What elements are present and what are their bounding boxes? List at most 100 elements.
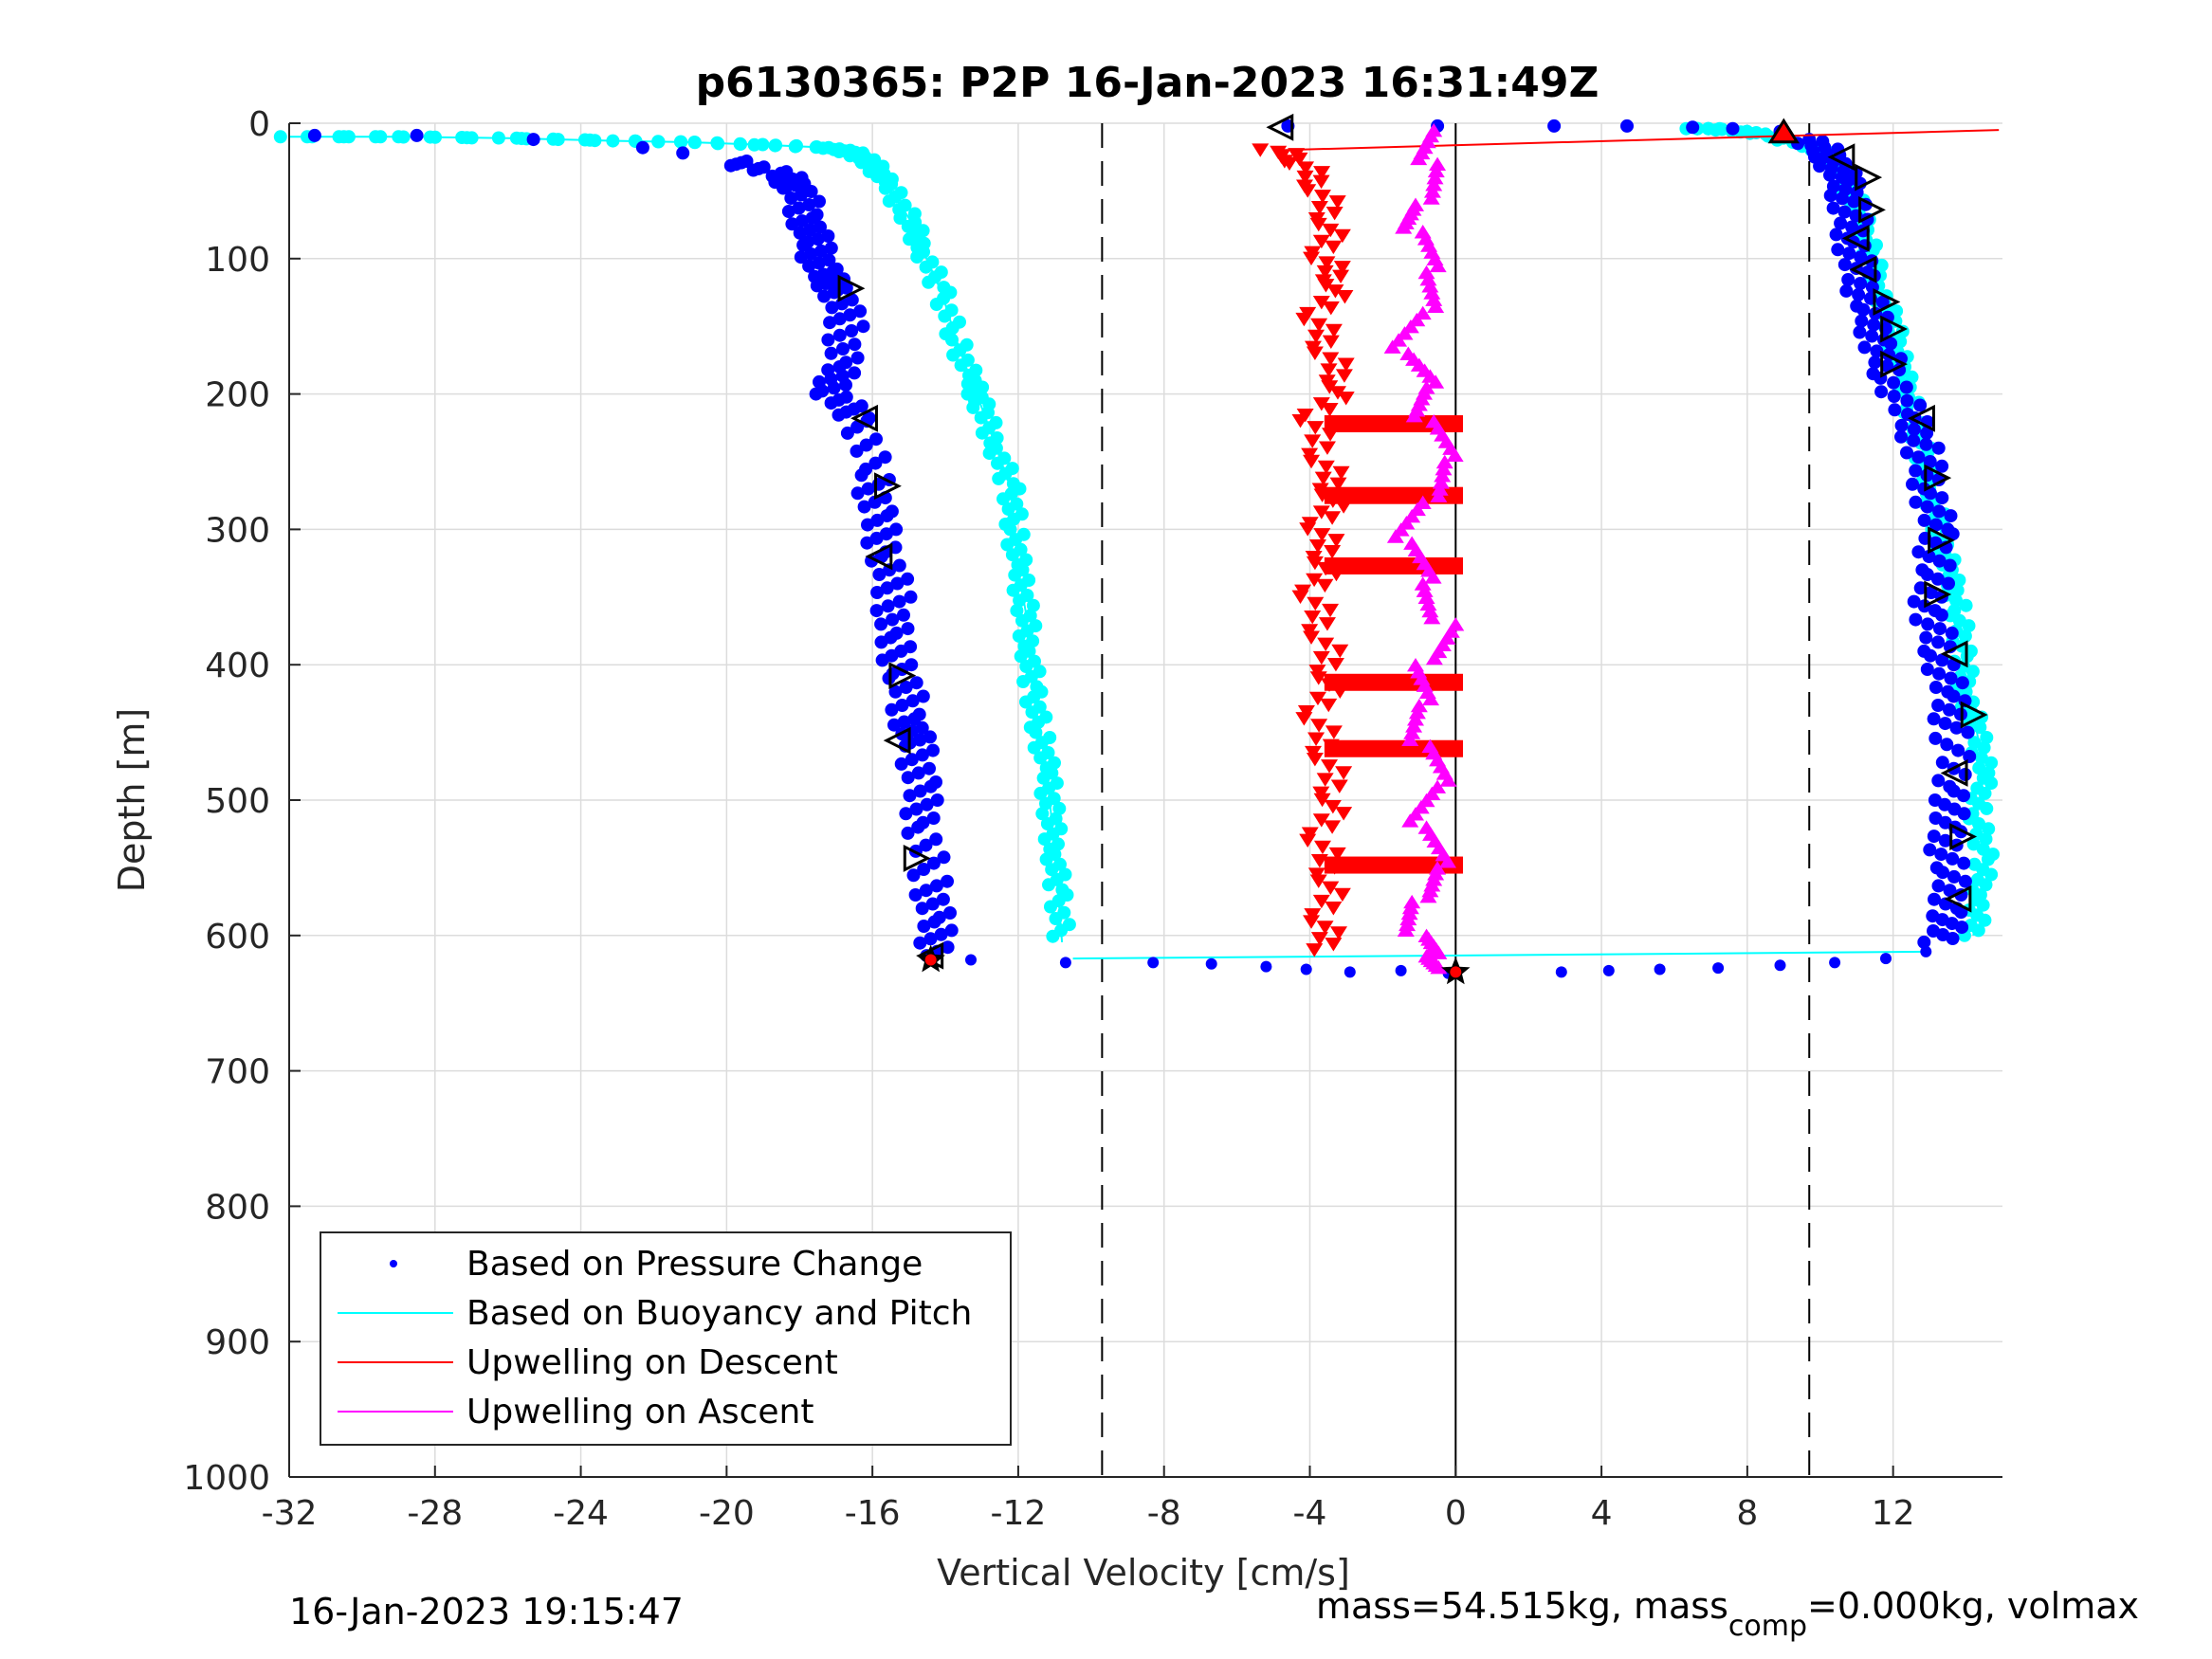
pressure-point [965,954,977,966]
buoyancy-point [919,260,933,274]
descent-upwelling-point [1280,156,1298,172]
descent-upwelling-point [1337,357,1355,372]
legend-box [320,1231,1012,1446]
pressure-point [784,191,798,205]
pressure-point [885,702,899,717]
pressure-point [856,319,870,334]
buoyancy-point [588,134,602,148]
descent-upwelling-point [1310,854,1328,868]
ascent-upwelling-point [1414,576,1432,591]
pressure-point [850,420,865,434]
pressure-point [1942,576,1955,591]
ascent-upwelling-point [1430,945,1448,959]
buoyancy-point [1013,593,1027,608]
descent-upwelling-point [1317,561,1335,576]
ascent-triangle-4 [1849,255,1877,283]
axes-frame [288,122,2002,1478]
pressure-point [1935,491,1949,505]
pressure-point [901,572,915,586]
pressure-point [1888,403,1902,417]
ascent-triangle-0 [1827,143,1856,172]
pressure-point [1920,663,1934,676]
pressure-point [1915,563,1929,577]
pressure-point [795,188,808,202]
pressure-point [874,550,888,563]
ascent-upwelling-point [1405,409,1423,423]
descent-upwelling-point [1306,556,1324,571]
pressure-point [888,684,903,699]
pressure-point [911,820,925,834]
pressure-point [1961,725,1975,739]
ascent-upwelling-point [1398,917,1417,932]
pressure-point [1932,554,1947,568]
pressure-point [812,256,826,270]
pressure-point [1932,504,1947,519]
pressure-point [1602,964,1615,976]
descent-upwelling-point [1335,500,1353,514]
pressure-point [723,158,738,173]
ascent-upwelling-point [1435,461,1453,476]
ascent-upwelling-point [1405,719,1423,733]
pressure-point [1867,318,1881,332]
pressure-point [1620,118,1634,133]
ascent-triangle-6 [1880,315,1909,343]
x-tick-label-2: -24 [553,1494,609,1533]
descent-upwelling-point [1317,637,1335,651]
y-tick-label-3: 300 [205,511,270,550]
pressure-point [1911,450,1926,465]
buoyancy-point [1033,786,1048,800]
buoyancy-point [1949,593,1963,608]
buoyancy-point [1019,695,1033,709]
buoyancy-point [465,131,479,145]
ascent-upwelling-point [1425,650,1443,665]
pressure-point [1654,963,1666,975]
pressure-point [897,608,910,622]
descent-upwelling-point [1322,428,1340,442]
pressure-point [1887,390,1901,403]
pressure-point [848,366,862,380]
descent-upwelling-point [1299,184,1317,198]
buoyancy-point [1740,124,1754,138]
pressure-point [845,324,859,337]
ascent-triangle-16 [1944,884,1972,913]
descent-triangle-6 [903,844,931,872]
buoyancy-point [1003,522,1017,537]
pressure-point [1943,558,1957,573]
pressure-point [1943,884,1957,898]
pressure-point [880,581,894,595]
descent-upwelling-point [1303,915,1321,929]
ascent-upwelling-point [1429,156,1447,172]
pressure-point [1300,963,1312,975]
ascent-upwelling-point [1407,712,1425,726]
reference-lines [1101,123,1811,1477]
ascent-triangle-8 [1908,404,1935,432]
descent-upwelling-point [1330,779,1348,793]
buoyancy-point [1947,604,1962,618]
pressure-point [676,146,690,160]
descent-upwelling-point [1326,284,1344,299]
pressure-point [1547,118,1562,133]
pressure-point [892,594,906,609]
ascent-upwelling-point [1417,264,1435,280]
descent-triangle-2 [874,472,902,501]
descent-upwelling-point [1317,460,1335,475]
descent-upwelling-point [1322,335,1340,350]
pressure-point [810,279,824,293]
pressure-point [911,766,925,780]
pressure-point [905,694,920,708]
pressure-point [1929,518,1943,532]
y-tick-label-9: 900 [205,1323,270,1362]
buoyancy-point [768,138,782,153]
ascent-triangle-3 [1841,224,1870,252]
ascent-upwelling-point [1422,191,1440,205]
descent-upwelling-point [1312,505,1330,520]
buoyancy-point [1044,900,1057,914]
buoyancy-point [1966,837,1981,851]
footer-timestamp: 16-Jan-2023 19:15:47 [289,1591,684,1632]
ascent-upwelling-point [1401,813,1419,828]
pressure-point [1919,437,1933,451]
ascent-triangle-15 [1949,823,1978,850]
pressure-point [811,232,825,246]
x-tick-label-4: -16 [845,1494,901,1533]
pressure-point [1938,833,1952,848]
